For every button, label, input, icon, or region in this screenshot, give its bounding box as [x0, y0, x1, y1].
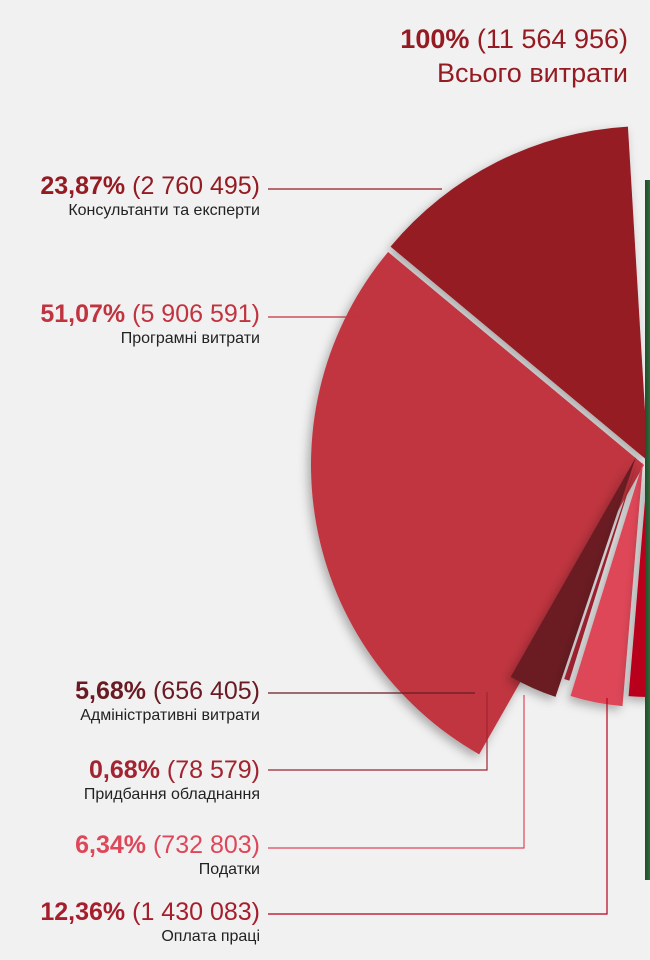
- label-taxes: 6,34% (732 803) Податки: [75, 830, 260, 880]
- page-edge-decoration: [645, 180, 650, 880]
- percent-salary: 12,36%: [40, 898, 126, 926]
- percent-equipment: 0,68%: [89, 756, 160, 784]
- slice-consultants: [390, 126, 648, 462]
- slice-salary: [628, 465, 650, 697]
- amount-consultants: (2 760 495): [132, 172, 260, 200]
- caption-taxes: Податки: [198, 861, 260, 878]
- label-consultants: 23,87% (2 760 495) Консультанти та експе…: [40, 171, 260, 221]
- amount-admin: (656 405): [152, 677, 260, 705]
- total-label: 100% (11 564 956) Всього витрати: [400, 22, 628, 90]
- percent-admin: 5,68%: [75, 677, 147, 705]
- label-admin: 5,68% (656 405) Адміністративні витрати: [75, 676, 260, 726]
- slice-taxes: [570, 462, 643, 707]
- percent-program: 51,07%: [40, 300, 126, 328]
- amount-salary: (1 430 083): [132, 898, 260, 926]
- amount-equipment: (78 579): [166, 756, 260, 784]
- caption-salary: Оплата праці: [161, 928, 260, 945]
- total-caption: Всього витрати: [436, 58, 628, 88]
- label-equipment: 0,68% (78 579) Придбання обладнання: [84, 755, 260, 805]
- caption-consultants: Консультанти та експерти: [68, 202, 260, 219]
- label-program: 51,07% (5 906 591) Програмні витрати: [40, 299, 260, 349]
- total-percent: 100%: [400, 24, 470, 54]
- slice-program: [310, 251, 644, 755]
- percent-consultants: 23,87%: [40, 172, 126, 200]
- leader-salary: [268, 698, 608, 915]
- amount-program: (5 906 591): [132, 300, 260, 328]
- total-amount: (11 564 956): [476, 24, 628, 54]
- amount-taxes: (732 803): [152, 831, 260, 859]
- slice-equipment: [564, 459, 638, 681]
- caption-equipment: Придбання обладнання: [83, 786, 260, 803]
- slice-admin: [510, 457, 636, 697]
- leader-equipment: [268, 692, 488, 771]
- caption-program: Програмні витрати: [120, 330, 260, 347]
- percent-taxes: 6,34%: [75, 831, 147, 859]
- label-salary: 12,36% (1 430 083) Оплата праці: [40, 897, 260, 947]
- caption-admin: Адміністративні витрати: [80, 707, 260, 724]
- leader-taxes: [268, 695, 525, 849]
